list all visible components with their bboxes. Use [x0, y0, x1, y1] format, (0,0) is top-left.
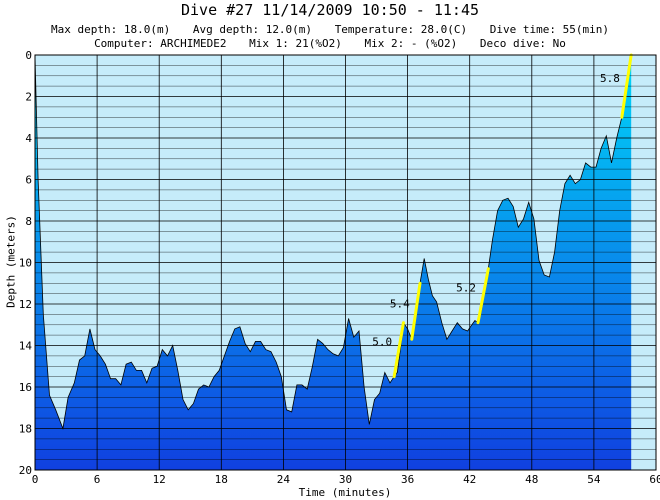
dive-summary-line-1: Max depth: 18.0(m) Avg depth: 12.0(m) Te… [0, 23, 660, 36]
x-axis-label: Time (minutes) [298, 486, 392, 499]
ascent-rate-label: 5.2 [456, 282, 476, 295]
x-tick-label: 24 [277, 473, 291, 486]
chart-title: Dive #27 11/14/2009 10:50 - 11:45 [180, 1, 479, 19]
dive-time-label: Dive time: 55(min) [489, 23, 609, 36]
x-tick-label: 48 [525, 473, 538, 486]
ascent-rate-label: 5.0 [372, 336, 392, 349]
temperature-label: Temperature: 28.0(C) [334, 23, 468, 36]
deco-label: Deco dive: No [479, 37, 566, 50]
y-tick-label: 20 [19, 464, 32, 477]
x-tick-label: 60 [649, 473, 660, 486]
x-tick-label: 12 [153, 473, 166, 486]
ascent-rate-label: 5.8 [600, 72, 620, 85]
mix2-label: Mix 2: - (%O2) [364, 37, 458, 50]
ascent-warning-segment [620, 53, 633, 119]
x-tick-label: 18 [215, 473, 228, 486]
y-tick-label: 16 [19, 381, 32, 394]
y-tick-label: 2 [25, 91, 32, 104]
grid-lines [34, 54, 657, 471]
y-axis-label: Depth (meters) [4, 215, 18, 308]
ascent-warning-segment [392, 321, 405, 379]
ascent-warning-segment [410, 281, 422, 341]
y-tick-label: 4 [25, 132, 32, 145]
y-tick-label: 18 [19, 423, 32, 436]
y-tick-label: 8 [25, 215, 32, 228]
x-tick-label: 42 [463, 473, 476, 486]
x-tick-label: 36 [401, 473, 414, 486]
y-tick-label: 10 [19, 257, 32, 270]
ascent-warning-segment [476, 267, 490, 325]
y-tick-label: 6 [25, 174, 32, 187]
x-tick-label: 54 [587, 473, 601, 486]
ascent-warnings: 5.0 5.4 5.2 5.8 [372, 53, 633, 379]
max-depth-label: Max depth: 18.0(m) [51, 23, 171, 36]
x-tick-label: 6 [94, 473, 101, 486]
computer-label: Computer: ARCHIMEDE2 [94, 37, 227, 50]
y-tick-label: 12 [19, 298, 32, 311]
y-tick-label: 14 [19, 340, 33, 353]
depth-profile-line [34, 54, 632, 431]
plot-frame [34, 54, 657, 471]
x-tick-label: 30 [339, 473, 352, 486]
avg-depth-label: Avg depth: 12.0(m) [192, 23, 313, 36]
ascent-rate-label: 5.4 [390, 297, 410, 310]
dive-summary-line-2: Computer: ARCHIMEDE2 Mix 1: 21(%O2) Mix … [0, 37, 660, 50]
mix1-label: Mix 1: 21(%O2) [249, 37, 342, 50]
y-tick-label: 0 [25, 49, 32, 62]
x-tick-label: 0 [32, 473, 39, 486]
